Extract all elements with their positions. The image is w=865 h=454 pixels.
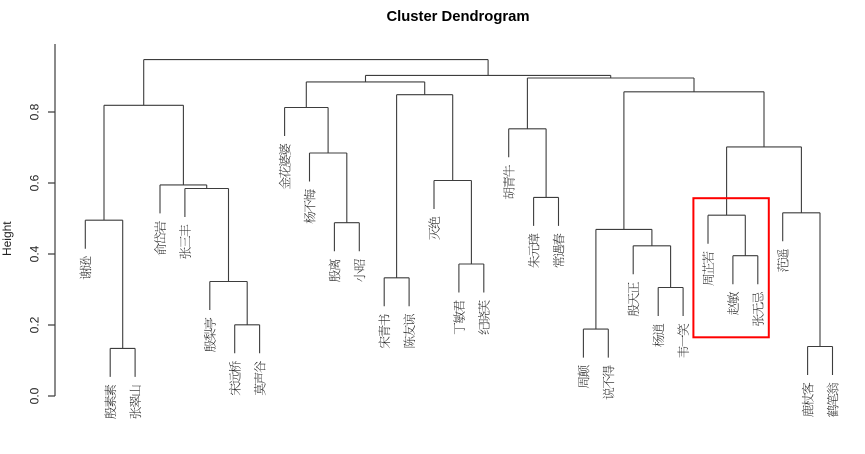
svg-text:0.8: 0.8	[27, 103, 41, 120]
svg-text:0.0: 0.0	[27, 387, 41, 404]
svg-text:0.4: 0.4	[27, 245, 41, 262]
svg-text:0.2: 0.2	[27, 316, 41, 333]
svg-text:0.6: 0.6	[27, 174, 41, 191]
svg-text:Height: Height	[0, 221, 14, 256]
svg-text:Cluster Dendrogram: Cluster Dendrogram	[386, 9, 529, 25]
